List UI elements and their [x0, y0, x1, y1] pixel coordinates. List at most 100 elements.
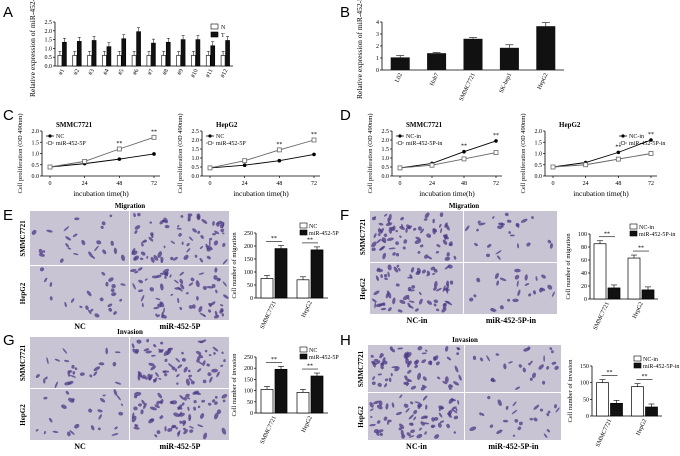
cell-blob — [157, 251, 163, 258]
cell-blob — [410, 385, 417, 390]
legend-swatch — [299, 222, 308, 229]
cell-blob — [405, 382, 409, 386]
cell-blob — [207, 372, 212, 377]
cell-blob — [176, 382, 179, 385]
cell-blob — [98, 362, 105, 366]
chart-b-ytick-label: 0 — [376, 68, 379, 74]
micrograph — [130, 211, 229, 265]
chart-a-xtick-label: #4 — [103, 68, 111, 76]
cell-blob — [192, 228, 197, 233]
cell-blob — [376, 268, 384, 273]
cell-blob — [409, 274, 413, 279]
cell-blob — [490, 307, 497, 312]
cell-blob — [74, 367, 78, 371]
cell-blob — [421, 352, 427, 355]
cell-blob — [453, 415, 459, 420]
cell-blob — [477, 220, 481, 224]
cell-blob — [170, 240, 176, 245]
cell-blob — [148, 236, 154, 242]
cell-blob — [506, 219, 512, 223]
cell-blob — [369, 423, 376, 427]
cell-blob — [219, 304, 224, 307]
cell-blob — [195, 280, 200, 288]
cell-blob — [400, 217, 405, 221]
cell-blob — [416, 270, 420, 275]
cell-blob — [193, 406, 197, 411]
legend-label: NC — [216, 134, 224, 140]
point-square — [648, 151, 654, 156]
col-label: NC-in — [407, 316, 428, 325]
cell-blob — [489, 424, 494, 428]
bar-a-t — [121, 38, 127, 67]
cell-blob — [432, 272, 436, 276]
cell-blob — [94, 313, 100, 318]
chart-e-ytick-label: 50 — [247, 283, 253, 289]
cell-blob — [424, 212, 430, 219]
bar-g — [296, 392, 310, 414]
bar-h — [645, 406, 658, 417]
cell-blob — [543, 433, 548, 439]
bar-a-n — [220, 55, 226, 67]
chart-c2-ytick-label: 0.5 — [192, 165, 200, 171]
cell-blob — [546, 412, 550, 417]
cell-blob — [444, 346, 449, 352]
cell-blob — [383, 233, 388, 238]
cell-blob — [431, 424, 436, 428]
row-label: SMMC7721 — [359, 218, 367, 255]
legend-marker — [398, 134, 402, 138]
cell-blob — [377, 382, 382, 387]
cell-blob — [384, 378, 389, 382]
panel-label-c: C — [3, 107, 14, 124]
cell-blob — [533, 404, 540, 410]
cell-blob — [386, 237, 394, 241]
point-square — [550, 164, 556, 170]
cell-blob — [163, 307, 165, 313]
cell-blob — [416, 433, 423, 439]
cell-blob — [451, 408, 458, 414]
cell-blob — [371, 381, 376, 386]
legend-swatch — [629, 223, 638, 230]
cell-blob — [137, 212, 141, 217]
cell-blob — [214, 310, 218, 317]
cell-blob — [374, 302, 377, 309]
col-label: miR-452-5P-in — [488, 442, 539, 451]
chart-c1-ytick-label: 0.5 — [32, 163, 40, 169]
cell-blob — [441, 307, 447, 313]
chart-g-ytick-label: 150 — [244, 377, 253, 383]
significance-mark: ** — [607, 370, 613, 376]
cell-blob — [108, 277, 114, 282]
cell-blob — [399, 423, 405, 429]
cell-blob — [196, 214, 201, 221]
chart-h-ytick-label: 0 — [586, 414, 589, 420]
cell-blob — [173, 279, 179, 284]
cell-blob — [157, 392, 163, 399]
cell-blob — [421, 384, 427, 388]
panel-label-e: E — [3, 207, 13, 224]
cell-blob — [67, 247, 72, 250]
bar-a-t — [225, 40, 230, 67]
micro-title: Migration — [115, 202, 145, 210]
cell-blob — [420, 421, 425, 426]
cell-blob — [554, 365, 559, 370]
cell-blob — [504, 212, 509, 217]
cell-blob — [179, 278, 184, 284]
cell-blob — [399, 225, 405, 230]
cell-blob — [476, 277, 481, 283]
cell-blob — [216, 277, 221, 282]
series-line — [209, 139, 315, 169]
cell-blob — [72, 233, 78, 238]
chart-d1-ytick-label: 2.5 — [382, 129, 390, 135]
significance-mark: ** — [311, 132, 317, 138]
bar-a-n — [57, 55, 63, 67]
bar-f — [607, 287, 621, 300]
chart-d2-ytick-label: 1.0 — [535, 152, 543, 158]
cell-blob — [171, 366, 176, 371]
point-circle — [494, 139, 498, 143]
cell-blob — [206, 247, 211, 252]
chart-f-ytick-label: 40 — [581, 271, 587, 277]
bar-e — [296, 279, 310, 299]
cell-blob — [191, 304, 196, 309]
cell-blob — [213, 352, 216, 355]
cell-blob — [131, 415, 137, 423]
